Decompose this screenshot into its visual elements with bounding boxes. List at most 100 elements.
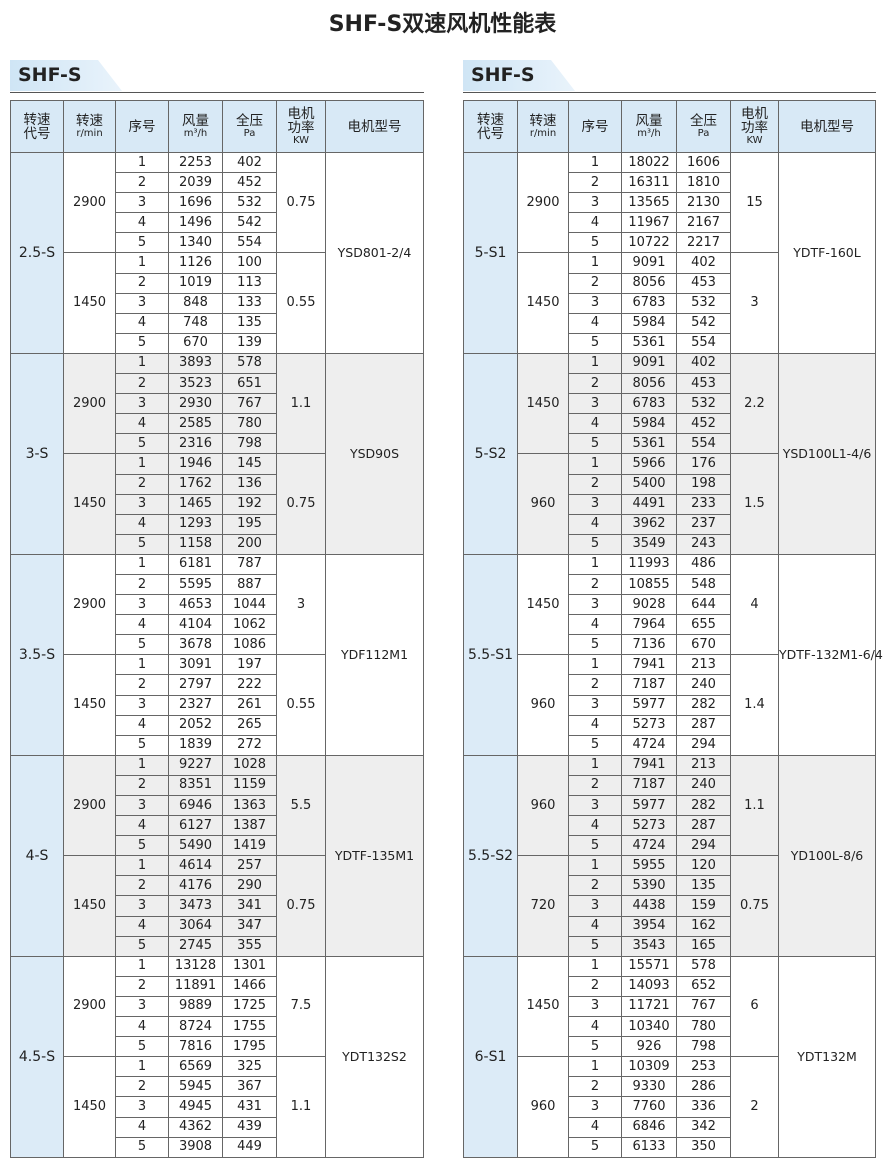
data-row: 3 2930 767 (11, 393, 424, 415)
airflow: 5966 (621, 453, 677, 475)
seq: 1 (115, 754, 169, 776)
motor-power: 5.5 (276, 754, 326, 857)
pressure: 287 (676, 815, 731, 837)
seq: 5 (115, 232, 169, 254)
data-row: 2 5400 198 (464, 473, 876, 495)
seq: 2 (568, 272, 622, 294)
data-row: 1450 1 3091 197 0.55 (11, 654, 424, 756)
airflow: 10722 (621, 232, 677, 254)
pressure: 431 (222, 1096, 277, 1118)
motor-model: YSD801-2/4 (325, 152, 424, 354)
airflow: 10855 (621, 573, 677, 596)
airflow: 7760 (621, 1096, 677, 1118)
seq: 2 (568, 875, 622, 897)
header-text: KW (746, 134, 763, 146)
seq: 3 (568, 594, 622, 616)
motor-power: 1.1 (276, 352, 326, 455)
speed: 1450 (63, 855, 116, 957)
airflow: 4438 (621, 895, 677, 917)
pressure: 548 (676, 573, 731, 596)
seq: 3 (568, 694, 622, 716)
seq: 3 (568, 1096, 622, 1118)
pressure: 2217 (676, 232, 731, 254)
pressure: 100 (222, 252, 277, 274)
airflow: 7187 (621, 674, 677, 696)
data-row: 960 1 5966 176 1.5 (464, 453, 876, 555)
seq: 1 (568, 352, 622, 375)
motor-power: 2.2 (730, 352, 779, 455)
pressure: 787 (222, 553, 277, 575)
pressure: 798 (222, 433, 277, 455)
seq: 4 (115, 1116, 169, 1138)
pressure: 165 (676, 935, 731, 957)
pressure: 135 (222, 312, 277, 334)
seq: 5 (568, 1036, 622, 1058)
pressure: 449 (222, 1136, 277, 1158)
seq: 2 (568, 373, 622, 395)
pressure: 578 (676, 955, 731, 977)
airflow: 15571 (621, 955, 677, 977)
airflow: 1126 (168, 252, 223, 274)
data-row: 4 3962 237 (464, 513, 876, 535)
pressure: 1810 (676, 172, 731, 194)
header-cell: 风量 m³/h (621, 100, 677, 153)
data-row: 960 1 10309 253 2 (464, 1056, 876, 1158)
pressure: 341 (222, 895, 277, 917)
motor-model: YDT132S2 (325, 955, 424, 1158)
seq: 3 (568, 393, 622, 415)
speed: 960 (517, 654, 569, 756)
airflow: 5595 (168, 573, 223, 596)
seq: 5 (115, 634, 169, 656)
seq: 5 (568, 634, 622, 656)
airflow: 2585 (168, 413, 223, 435)
pressure: 780 (676, 1016, 731, 1038)
seq: 2 (115, 172, 169, 194)
data-row: 1450 1 9091 402 3 (464, 252, 876, 354)
pressure: 176 (676, 453, 731, 475)
data-row: 2 14093 652 (464, 975, 876, 997)
data-row: 3 848 133 (11, 292, 424, 314)
pressure: 1725 (222, 995, 277, 1018)
data-row: 3 4945 431 (11, 1096, 424, 1118)
seq: 4 (568, 513, 622, 535)
pressure: 200 (222, 533, 277, 555)
seq: 3 (568, 995, 622, 1018)
data-row: 960 1 7941 213 1.4 (464, 654, 876, 756)
airflow: 2327 (168, 694, 223, 716)
type-code: 5.5-S1 (463, 553, 518, 756)
speed: 2900 (63, 151, 116, 254)
header-text: 转速 (23, 111, 51, 128)
airflow: 3678 (168, 634, 223, 656)
data-row: 4 2585 780 (11, 413, 424, 435)
type-code: 6-S1 (463, 955, 518, 1158)
airflow: 3549 (621, 533, 677, 555)
seq: 5 (115, 533, 169, 555)
pressure: 367 (222, 1076, 277, 1098)
seq: 5 (568, 533, 622, 555)
header-cell: 电机型号 (325, 100, 424, 153)
speed: 2900 (63, 352, 116, 455)
seq: 4 (568, 915, 622, 937)
data-row: 4 748 135 (11, 312, 424, 334)
data-row: 2 8056 453 (464, 373, 876, 395)
airflow: 9091 (621, 352, 677, 375)
seq: 4 (115, 312, 169, 334)
airflow: 9091 (621, 252, 677, 274)
airflow: 3523 (168, 373, 223, 395)
seq: 5 (568, 232, 622, 254)
data-row: 4.5-S 2900 1 13128 1301 7.5 YDT132S2 (10, 955, 424, 1158)
data-row: 2 5595 887 (11, 573, 424, 596)
pressure: 159 (676, 895, 731, 917)
header-text: 电机 (741, 105, 768, 122)
seq: 5 (568, 935, 622, 957)
airflow: 6846 (621, 1116, 677, 1138)
section-tab: SHF-S (10, 60, 122, 91)
header-text: r/min (76, 127, 103, 139)
data-row: 2 7187 240 (464, 674, 876, 696)
seq: 4 (115, 915, 169, 937)
seq: 2 (115, 573, 169, 596)
pressure: 1755 (222, 1016, 277, 1038)
airflow: 3543 (621, 935, 677, 957)
airflow: 4724 (621, 734, 677, 756)
pressure: 1301 (222, 955, 277, 977)
